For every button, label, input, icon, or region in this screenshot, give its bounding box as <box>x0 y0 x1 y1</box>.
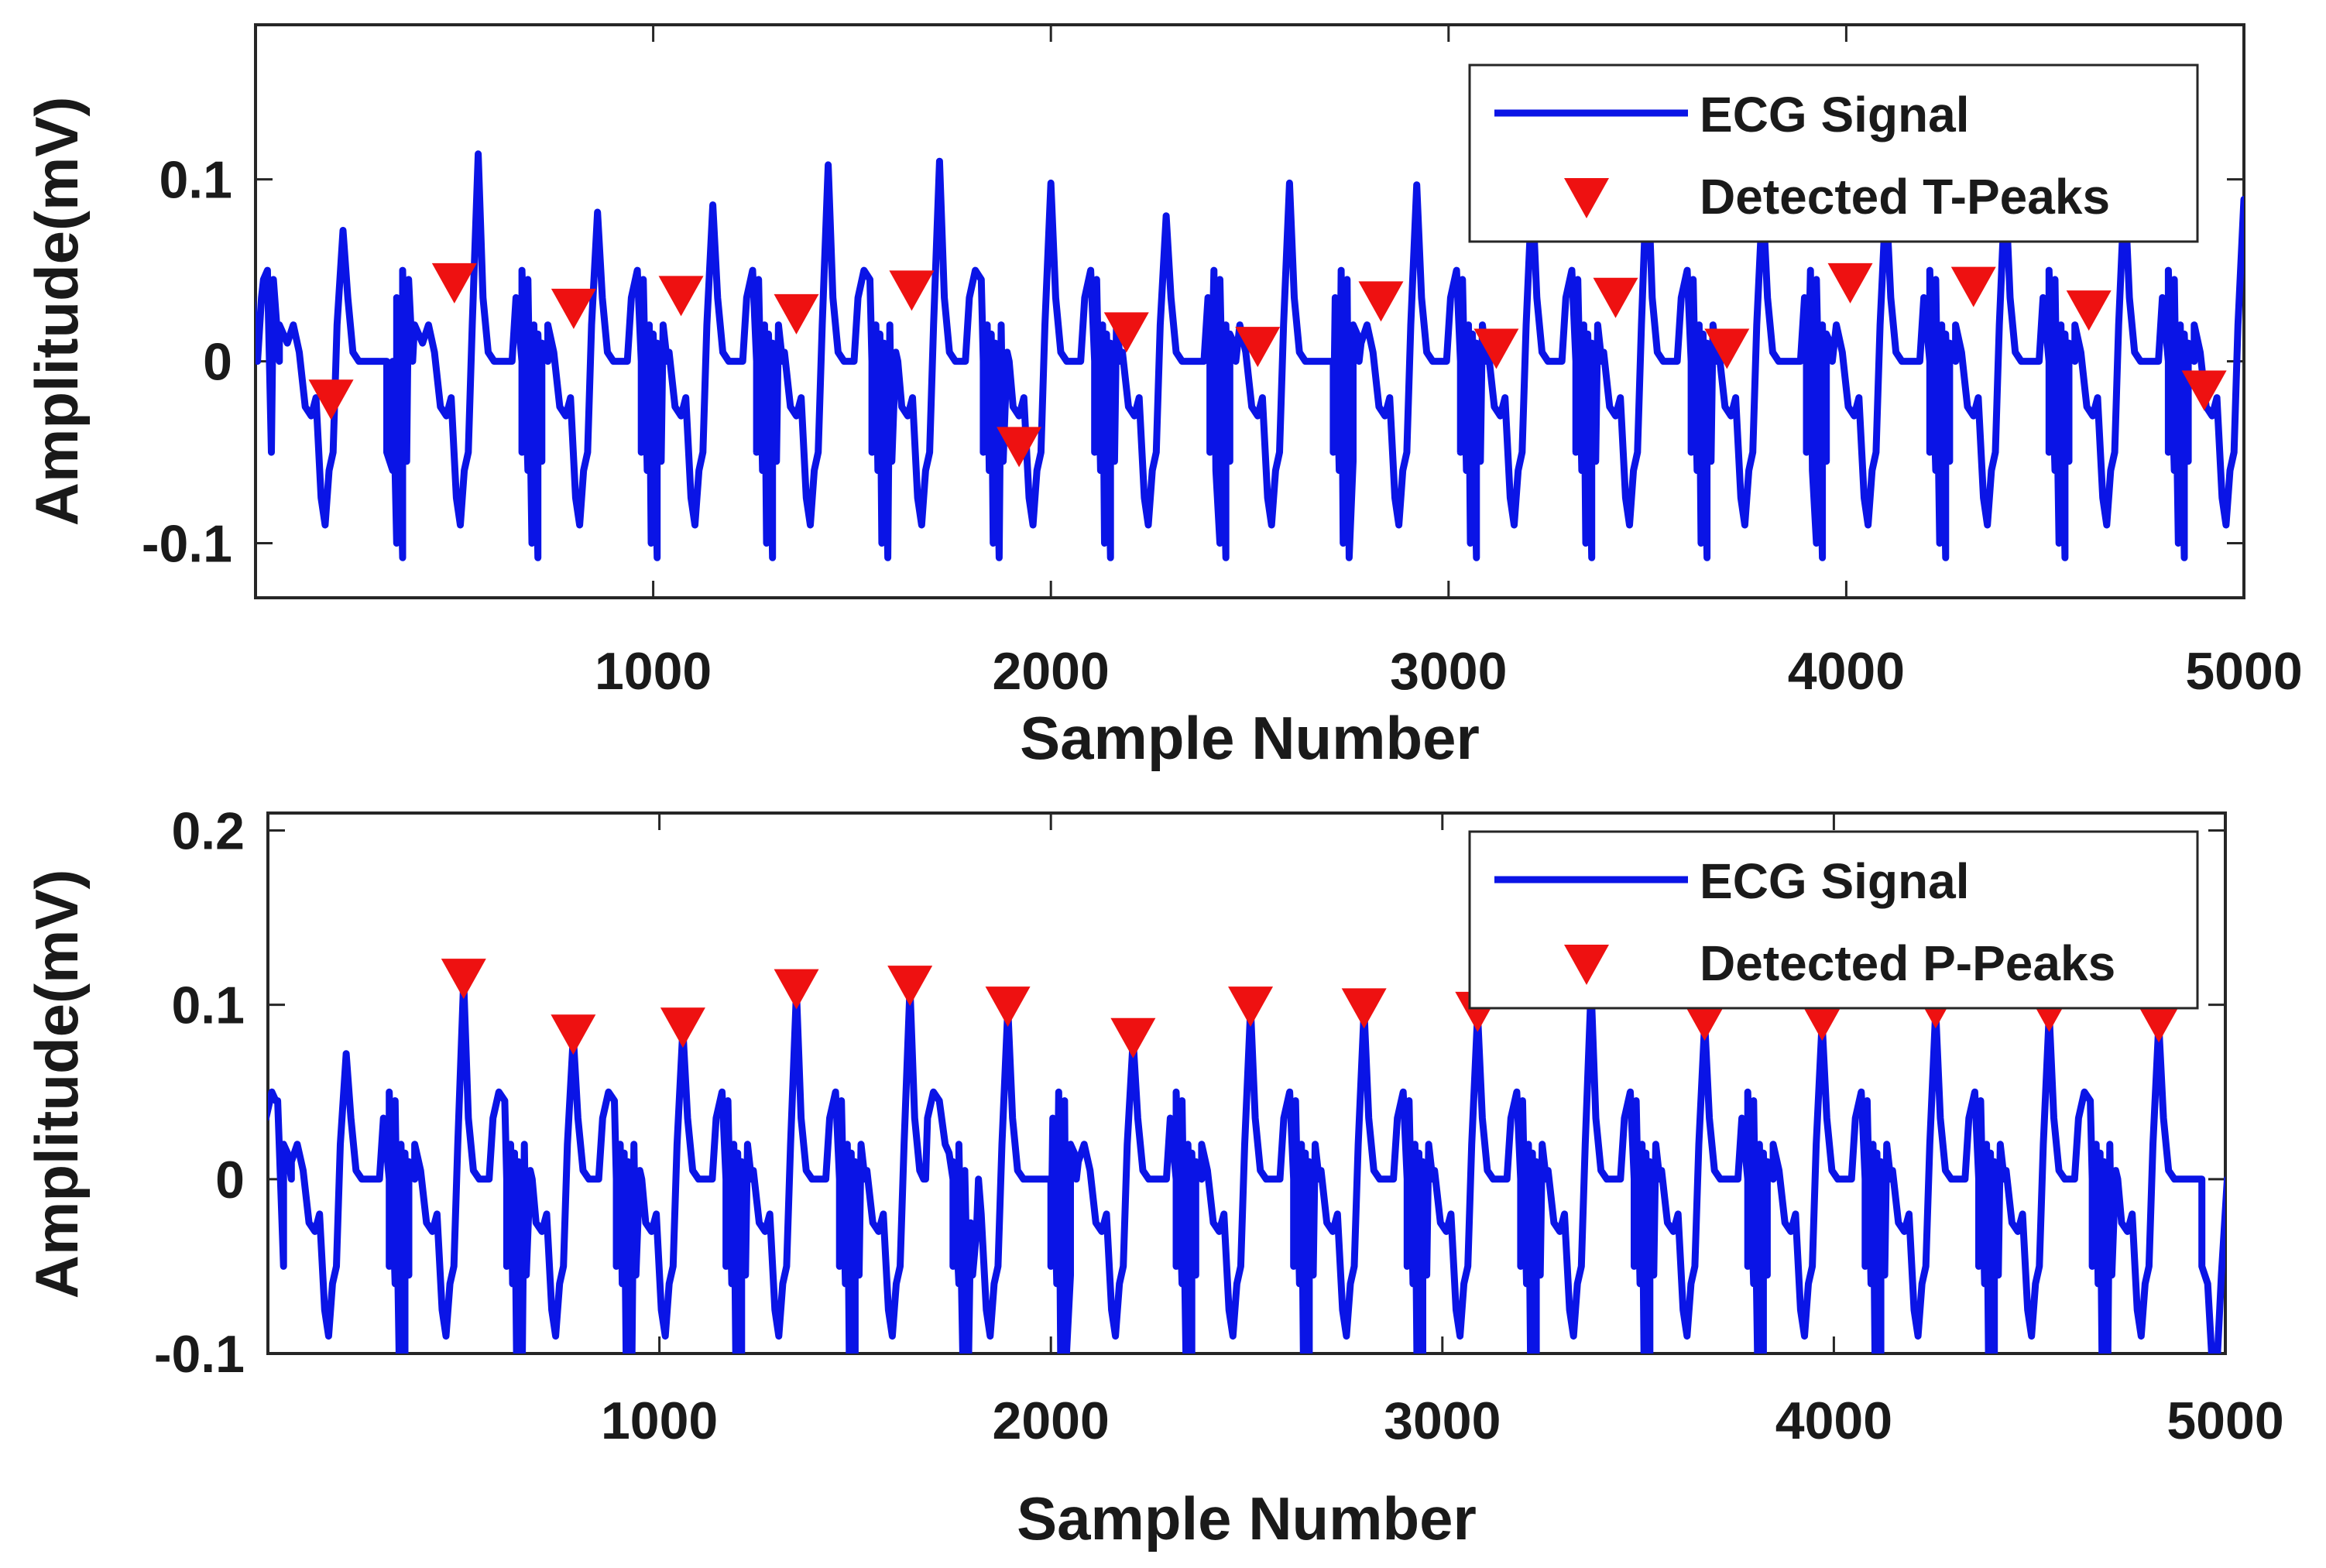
t-peaks-marker-11 <box>1473 328 1519 369</box>
p-peaks-marker-12 <box>1682 1000 1727 1041</box>
t-peaks-marker-6 <box>889 270 935 311</box>
t-peaks-plot-area <box>256 150 2244 561</box>
p-peaks-legend-signal-label: ECG Signal <box>1700 853 1970 909</box>
t-peaks-marker-17 <box>2181 370 2227 411</box>
t-peaks-ecg-signal-line <box>256 150 2244 561</box>
p-peaks-x-tick-label-1000: 1000 <box>601 1391 718 1450</box>
t-peaks-x-tick-label-1000: 1000 <box>595 642 712 701</box>
p-peaks-marker-9 <box>1341 988 1387 1029</box>
t-peaks-legend: ECG Signal Detected T-Peaks <box>1468 63 2199 243</box>
p-peaks-y-tick-label-3: 0.2 <box>171 802 245 861</box>
t-peaks-x-tick-label-3000: 3000 <box>1390 642 1507 701</box>
t-peaks-marker-7 <box>997 427 1042 468</box>
p-peaks-ecg-signal-line <box>268 976 2225 1354</box>
t-peaks-y-tick-label-1: 0 <box>203 333 232 392</box>
t-peaks-marker-14 <box>1827 262 1873 304</box>
t-peaks-legend-signal-label: ECG Signal <box>1700 87 1970 142</box>
t-peaks-y-tick-label-2: 0.1 <box>159 151 232 210</box>
t-peaks-x-tick-label-4000: 4000 <box>1788 642 1905 701</box>
t-peaks-x-tick-label-2000: 2000 <box>993 642 1110 701</box>
p-peaks-marker-6 <box>985 986 1031 1028</box>
t-peaks-y-ticks: -0.1 0 0.1 <box>142 151 2244 574</box>
t-peaks-marker-4 <box>658 276 704 317</box>
t-peaks-marker-3 <box>551 288 596 329</box>
t-peaks-x-axis-label: Sample Number <box>1020 704 1480 772</box>
t-peaks-y-axis-label: Amplitude(mV) <box>22 97 91 527</box>
p-peaks-x-tick-label-5000: 5000 <box>2166 1391 2283 1450</box>
t-peaks-marker-10 <box>1358 281 1404 322</box>
t-peaks-marker-16 <box>2066 290 2112 331</box>
p-peaks-x-tick-label-3000: 3000 <box>1384 1391 1501 1450</box>
p-peaks-plot-area <box>268 959 2225 1354</box>
t-peaks-y-tick-label-0: -0.1 <box>142 515 232 574</box>
p-peaks-legend-box <box>1468 830 2199 1010</box>
p-peaks-axes-frame <box>266 811 2227 1355</box>
p-peaks-legend: ECG Signal Detected P-Peaks <box>1468 830 2199 1010</box>
p-peaks-marker-3 <box>660 1007 705 1048</box>
t-peaks-marker-15 <box>1950 266 1996 307</box>
t-peaks-marker-8 <box>1103 312 1149 353</box>
p-peaks-marker-16 <box>2136 1002 2182 1043</box>
p-peaks-marker-7 <box>1110 1017 1156 1058</box>
p-peaks-subplot: 1000 2000 3000 4000 5000 -0.1 0 0.1 0.2 Sample … <box>22 802 2284 1553</box>
p-peaks-y-tick-label-1: 0 <box>215 1151 245 1209</box>
t-peaks-subplot: 1000 2000 3000 4000 5000 -0.1 0 0.1 Sample Num… <box>22 23 2303 772</box>
p-peaks-legend-peaks-label: Detected P-Peaks <box>1700 935 2115 991</box>
p-peaks-x-tick-label-2000: 2000 <box>993 1391 1110 1450</box>
p-peaks-marker-8 <box>1228 986 1274 1028</box>
p-peaks-x-tick-label-4000: 4000 <box>1775 1391 1892 1450</box>
t-peaks-marker-9 <box>1235 327 1281 368</box>
p-peaks-legend-marker-swatch <box>1564 945 1609 985</box>
p-peaks-y-tick-label-0: -0.1 <box>154 1325 245 1384</box>
t-peaks-marker-12 <box>1593 277 1638 318</box>
t-peaks-x-tick-label-5000: 5000 <box>2185 642 2302 701</box>
p-peaks-marker-5 <box>887 966 933 1007</box>
t-peaks-legend-box <box>1468 63 2199 243</box>
t-peaks-marker-13 <box>1704 328 1750 369</box>
p-peaks-marker-1 <box>441 959 486 1000</box>
p-peaks-marker-2 <box>551 1014 596 1055</box>
p-peaks-x-ticks: 1000 2000 3000 4000 5000 <box>601 813 2284 1450</box>
p-peaks-x-axis-label: Sample Number <box>1017 1484 1477 1553</box>
p-peaks-marker-4 <box>774 969 819 1010</box>
t-peaks-marker-1 <box>308 379 354 420</box>
t-peaks-x-ticks: 1000 2000 3000 4000 5000 <box>595 25 2303 701</box>
t-peaks-marker-2 <box>431 262 477 304</box>
p-peaks-marker-13 <box>1799 1000 1845 1041</box>
p-peaks-y-tick-label-2: 0.1 <box>171 976 245 1035</box>
p-peaks-y-axis-label: Amplitude(mV) <box>22 870 91 1299</box>
t-peaks-legend-marker-swatch <box>1564 178 1609 218</box>
t-peaks-marker-5 <box>774 293 819 335</box>
p-peaks-y-ticks: -0.1 0 0.1 0.2 <box>154 802 2225 1384</box>
t-peaks-legend-peaks-label: Detected T-Peaks <box>1700 169 2110 225</box>
